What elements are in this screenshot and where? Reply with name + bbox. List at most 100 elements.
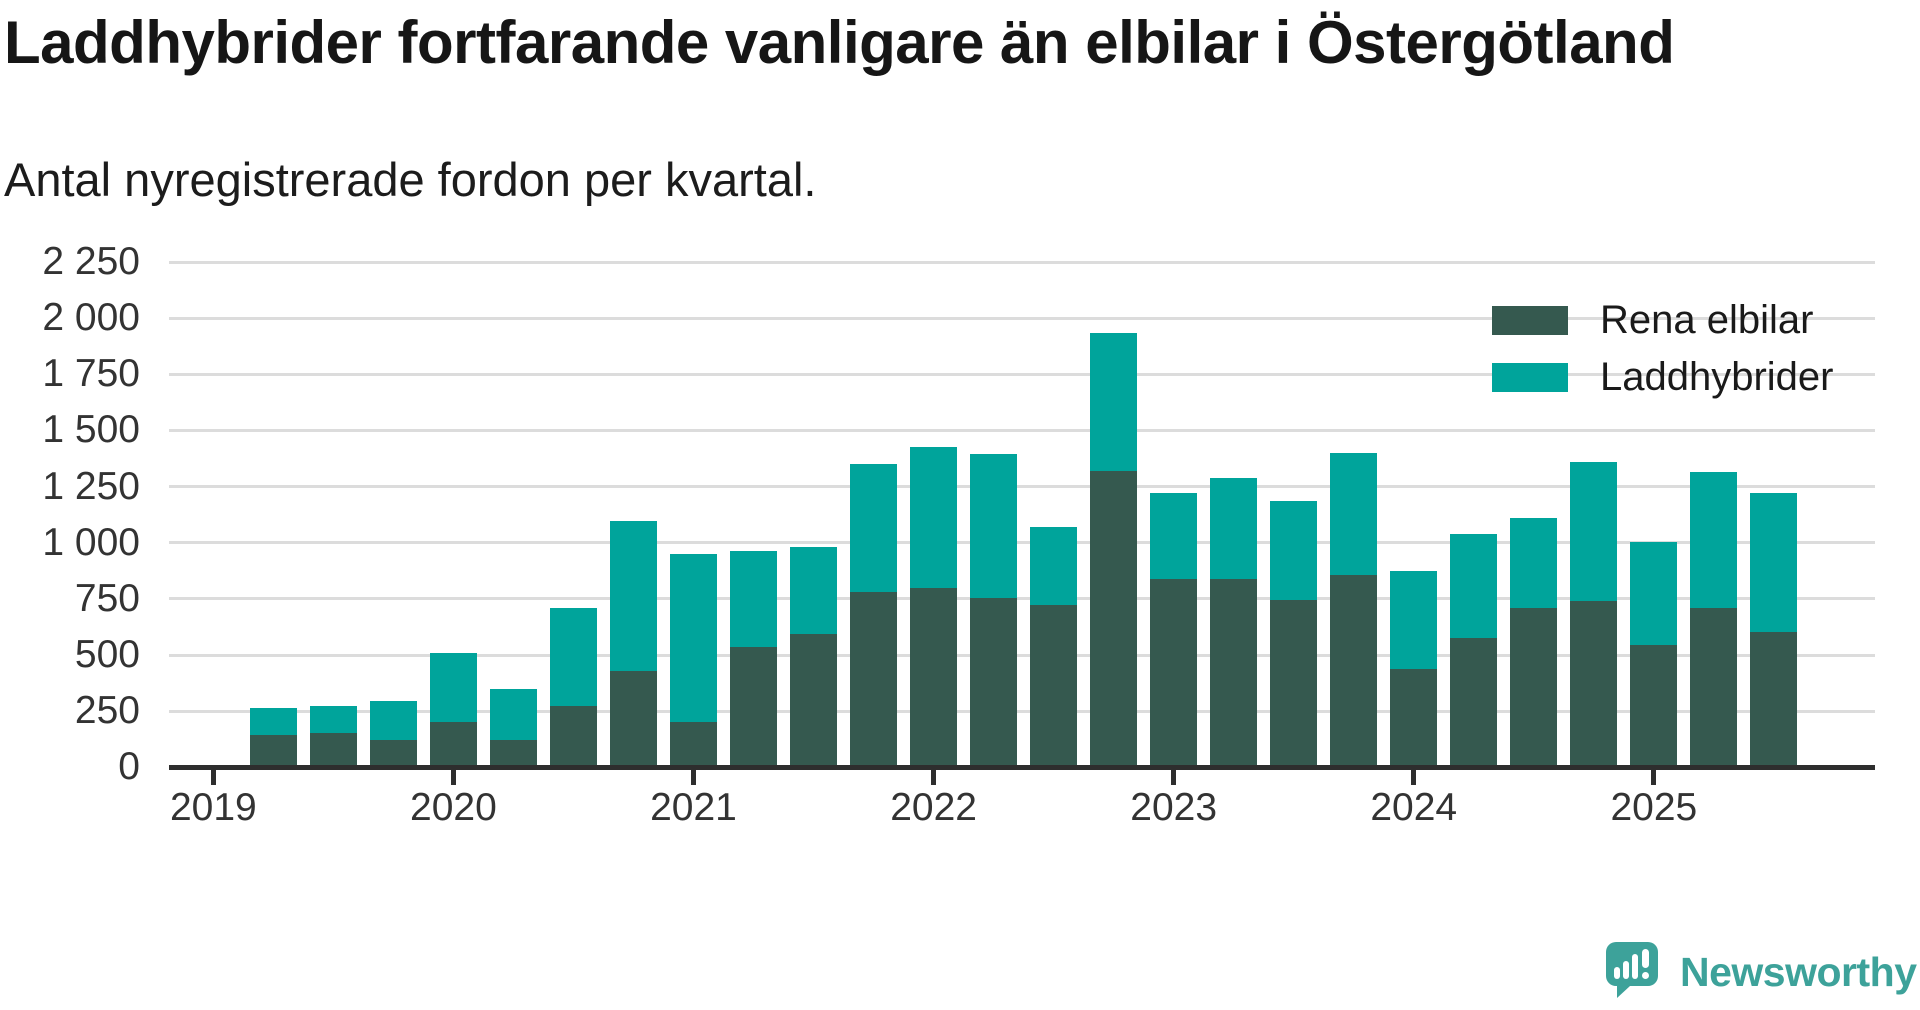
bar-segment-rena-elbilar[interactable] bbox=[1450, 638, 1498, 768]
gridline-1000 bbox=[169, 541, 1875, 545]
bar-segment-laddhybrider[interactable] bbox=[970, 454, 1018, 598]
bar-2021-q4[interactable] bbox=[850, 464, 898, 768]
y-axis-label-500: 500 bbox=[74, 633, 140, 677]
bar-segment-rena-elbilar[interactable] bbox=[970, 597, 1018, 768]
bar-2024-q4[interactable] bbox=[1570, 461, 1618, 768]
bar-segment-rena-elbilar[interactable] bbox=[369, 740, 417, 768]
bar-segment-laddhybrider[interactable] bbox=[1510, 518, 1558, 608]
y-axis-label-1000: 1 000 bbox=[42, 520, 140, 564]
bar-2024-q2[interactable] bbox=[1450, 533, 1498, 768]
bar-segment-laddhybrider[interactable] bbox=[670, 554, 717, 723]
bar-segment-laddhybrider[interactable] bbox=[1570, 461, 1618, 602]
bar-segment-laddhybrider[interactable] bbox=[489, 688, 537, 741]
x-axis-tick-2024 bbox=[1411, 770, 1417, 785]
legend: Rena elbilar Laddhybrider bbox=[1492, 298, 1834, 414]
bar-segment-laddhybrider[interactable] bbox=[1690, 472, 1738, 608]
bar-2022-q1[interactable] bbox=[910, 447, 958, 768]
gridline-250 bbox=[169, 709, 1875, 713]
bar-segment-rena-elbilar[interactable] bbox=[489, 740, 537, 768]
bar-segment-rena-elbilar[interactable] bbox=[1690, 607, 1738, 768]
bar-segment-rena-elbilar[interactable] bbox=[549, 705, 597, 768]
bar-segment-rena-elbilar[interactable] bbox=[1150, 578, 1198, 768]
bar-2020-q4[interactable] bbox=[609, 521, 657, 768]
bar-2019-q3[interactable] bbox=[309, 705, 357, 768]
bar-segment-laddhybrider[interactable] bbox=[1150, 493, 1198, 579]
x-axis-label-2022: 2022 bbox=[890, 786, 977, 829]
bar-segment-rena-elbilar[interactable] bbox=[850, 592, 898, 768]
bar-segment-rena-elbilar[interactable] bbox=[1330, 575, 1378, 768]
bar-segment-laddhybrider[interactable] bbox=[1270, 501, 1318, 601]
bar-segment-laddhybrider[interactable] bbox=[1330, 452, 1378, 576]
bar-segment-laddhybrider[interactable] bbox=[609, 521, 657, 671]
x-axis-label-2024: 2024 bbox=[1370, 786, 1458, 829]
x-axis-label-2023: 2023 bbox=[1130, 786, 1218, 829]
bar-segment-rena-elbilar[interactable] bbox=[249, 734, 297, 768]
gridline-750 bbox=[169, 597, 1875, 601]
y-axis-label-1500: 1 500 bbox=[42, 408, 140, 452]
x-axis-label-2019: 2019 bbox=[169, 786, 257, 829]
bar-segment-laddhybrider[interactable] bbox=[249, 707, 297, 735]
bar-segment-laddhybrider[interactable] bbox=[1090, 332, 1138, 471]
bar-2023-q3[interactable] bbox=[1270, 501, 1318, 768]
legend-label-laddhybrider: Laddhybrider bbox=[1600, 354, 1834, 399]
bar-segment-laddhybrider[interactable] bbox=[1750, 493, 1798, 632]
bar-segment-laddhybrider[interactable] bbox=[1450, 533, 1498, 639]
legend-swatch-rena-elbilar bbox=[1492, 305, 1568, 335]
bar-segment-rena-elbilar[interactable] bbox=[1750, 631, 1798, 768]
newsworthy-logo[interactable]: Newsworthy bbox=[1604, 940, 1917, 1004]
bar-2019-q2[interactable] bbox=[249, 707, 297, 768]
bar-2023-q1[interactable] bbox=[1150, 493, 1198, 768]
bar-segment-rena-elbilar[interactable] bbox=[1270, 600, 1318, 768]
bar-2025-q3[interactable] bbox=[1750, 493, 1798, 768]
bar-segment-rena-elbilar[interactable] bbox=[429, 722, 477, 768]
bar-2019-q4[interactable] bbox=[369, 701, 417, 768]
bar-segment-rena-elbilar[interactable] bbox=[309, 732, 357, 768]
bar-segment-laddhybrider[interactable] bbox=[549, 607, 597, 706]
bar-segment-rena-elbilar[interactable] bbox=[1090, 470, 1138, 768]
bar-segment-rena-elbilar[interactable] bbox=[1210, 578, 1258, 768]
bar-2020-q2[interactable] bbox=[489, 688, 537, 768]
bar-2020-q1[interactable] bbox=[429, 652, 477, 768]
bar-segment-laddhybrider[interactable] bbox=[309, 705, 357, 733]
bar-2022-q3[interactable] bbox=[1030, 527, 1078, 768]
bar-segment-rena-elbilar[interactable] bbox=[1510, 607, 1558, 768]
bar-2021-q3[interactable] bbox=[790, 547, 838, 768]
bar-2023-q2[interactable] bbox=[1210, 477, 1258, 768]
gridline-500 bbox=[169, 653, 1875, 657]
bar-segment-rena-elbilar[interactable] bbox=[1570, 601, 1618, 768]
bar-segment-rena-elbilar[interactable] bbox=[1630, 644, 1678, 768]
bar-2020-q3[interactable] bbox=[549, 607, 597, 768]
bar-segment-laddhybrider[interactable] bbox=[1390, 570, 1438, 669]
bar-2024-q3[interactable] bbox=[1510, 518, 1558, 768]
bar-segment-laddhybrider[interactable] bbox=[1030, 527, 1078, 605]
bar-2025-q2[interactable] bbox=[1690, 472, 1738, 768]
bar-segment-laddhybrider[interactable] bbox=[369, 701, 417, 741]
bar-2023-q4[interactable] bbox=[1330, 452, 1378, 768]
y-axis-label-1750: 1 750 bbox=[42, 352, 140, 396]
bar-2022-q2[interactable] bbox=[970, 454, 1018, 768]
bar-segment-laddhybrider[interactable] bbox=[1630, 541, 1678, 645]
bar-segment-laddhybrider[interactable] bbox=[730, 550, 778, 648]
bar-segment-rena-elbilar[interactable] bbox=[609, 670, 657, 768]
bar-segment-laddhybrider[interactable] bbox=[1210, 477, 1258, 579]
bar-segment-laddhybrider[interactable] bbox=[790, 547, 838, 634]
bar-2021-q1[interactable] bbox=[670, 554, 717, 768]
bar-segment-rena-elbilar[interactable] bbox=[730, 647, 778, 768]
bar-segment-rena-elbilar[interactable] bbox=[790, 633, 838, 768]
bar-segment-rena-elbilar[interactable] bbox=[1390, 668, 1438, 768]
x-axis-label-2021: 2021 bbox=[650, 786, 737, 829]
bar-2021-q2[interactable] bbox=[730, 550, 778, 768]
bar-2024-q1[interactable] bbox=[1390, 570, 1438, 768]
bar-segment-laddhybrider[interactable] bbox=[429, 652, 477, 723]
legend-swatch-laddhybrider bbox=[1492, 362, 1568, 392]
bar-segment-rena-elbilar[interactable] bbox=[670, 722, 717, 768]
bar-segment-rena-elbilar[interactable] bbox=[910, 587, 958, 768]
bar-2025-q1[interactable] bbox=[1630, 541, 1678, 768]
x-axis-line bbox=[169, 765, 1875, 770]
bar-segment-laddhybrider[interactable] bbox=[850, 464, 898, 593]
bar-segment-rena-elbilar[interactable] bbox=[1030, 604, 1078, 768]
chart-title: Laddhybrider fortfarande vanligare än el… bbox=[4, 9, 1675, 76]
bar-segment-laddhybrider[interactable] bbox=[910, 447, 958, 588]
bar-2022-q4[interactable] bbox=[1090, 332, 1138, 768]
